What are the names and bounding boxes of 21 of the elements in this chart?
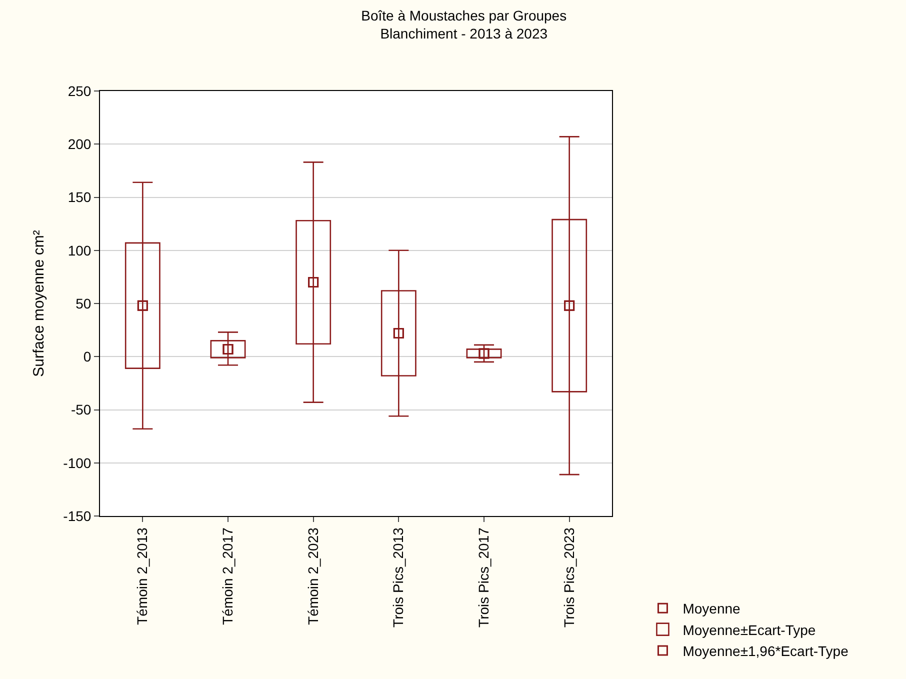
y-axis-title: Surface moyenne cm² (30, 230, 48, 377)
legend-label: Moyenne (682, 600, 741, 617)
y-tick-label: 150 (68, 189, 92, 206)
x-tick-label: Trois Pics_2023 (560, 527, 577, 628)
y-tick-label: -150 (63, 508, 92, 524)
y-tick-label: -50 (70, 402, 92, 418)
legend-label: Moyenne±1,96*Ecart-Type (682, 642, 849, 659)
x-tick-label: Témoin 2_2023 (304, 527, 321, 625)
y-tick-label: 50 (76, 295, 92, 312)
y-tick-label: 250 (68, 82, 92, 99)
chart-title: Boîte à Moustaches par Groupes (361, 7, 567, 24)
x-tick-label: Témoin 2_2017 (220, 527, 236, 625)
y-tick-label: 0 (83, 348, 92, 365)
legend-label: Moyenne±Ecart-Type (682, 622, 816, 638)
x-tick-label: Trois Pics_2013 (390, 527, 406, 628)
y-tick-label: 100 (68, 242, 92, 258)
x-tick-label: Témoin 2_2013 (134, 527, 150, 625)
y-tick-label: -100 (63, 454, 92, 471)
y-tick-label: 200 (68, 136, 92, 152)
x-tick-label: Trois Pics_2017 (476, 527, 492, 628)
chart-subtitle: Blanchiment - 2013 à 2023 (380, 26, 548, 42)
